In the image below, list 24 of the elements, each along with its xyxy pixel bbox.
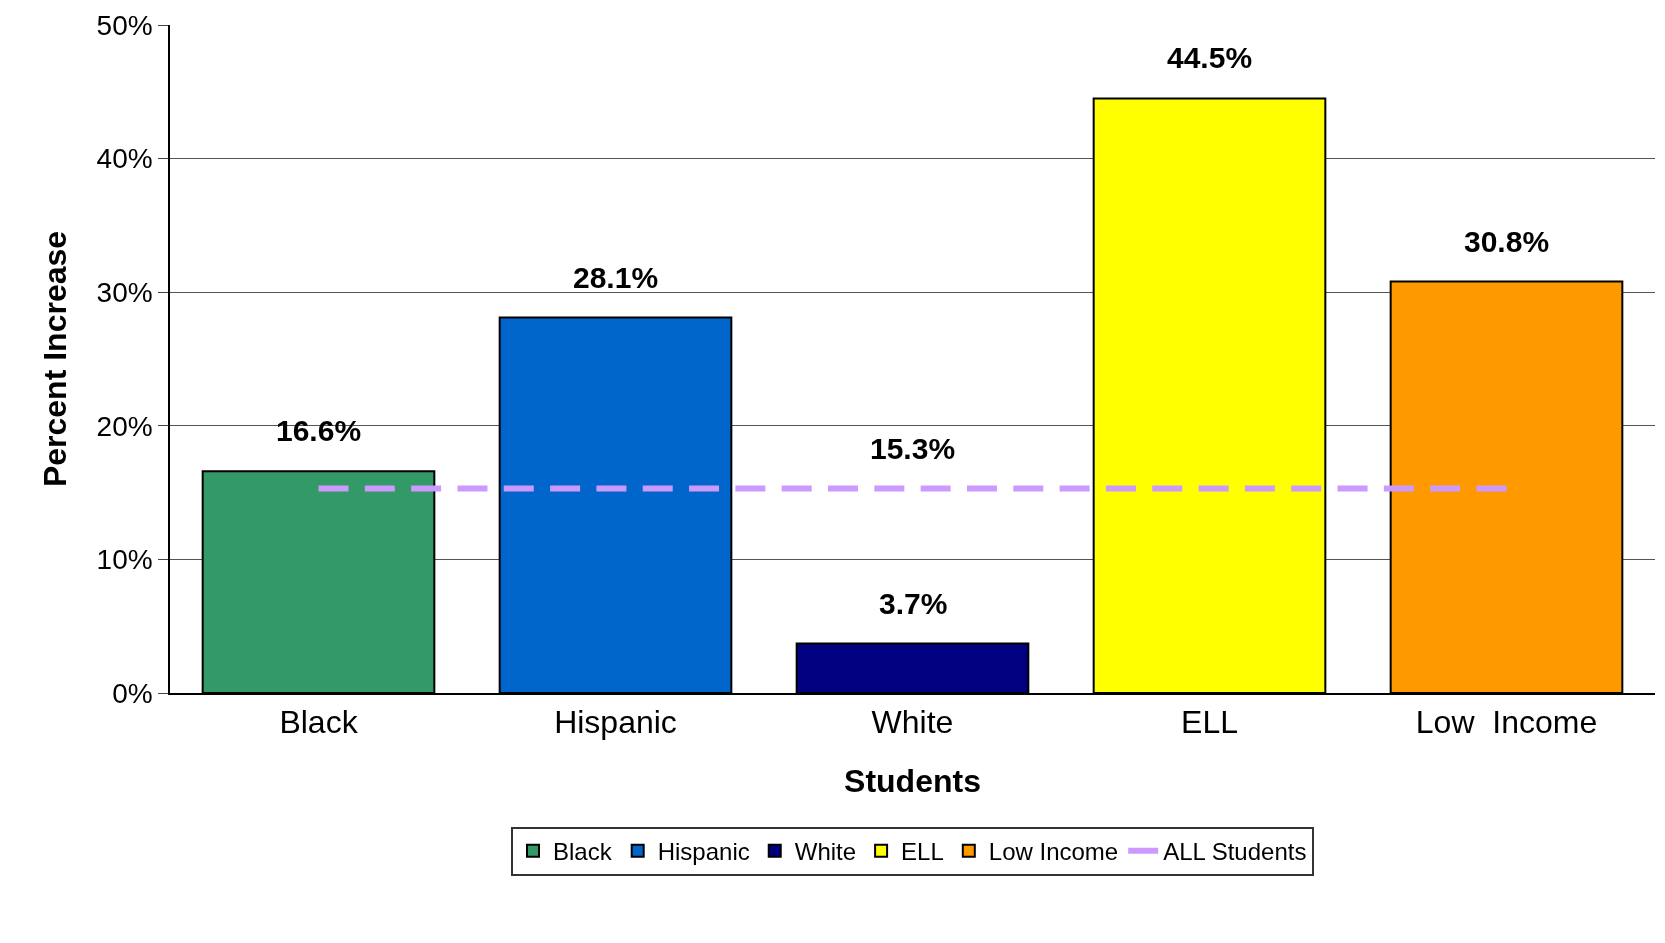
legend-label: Low Income <box>988 838 1119 866</box>
x-tick-label: Black <box>279 704 359 741</box>
y-tick-label: 40% <box>96 143 153 175</box>
y-axis-title: Percent Increase <box>37 230 74 488</box>
x-tick-label: Low Income <box>1415 704 1598 741</box>
x-tick-label: White <box>871 704 954 741</box>
y-tick-label: 20% <box>96 410 153 442</box>
y-tick-label: 50% <box>96 9 153 41</box>
x-axis-title: Students <box>844 762 981 799</box>
y-tick-label: 0% <box>112 677 153 709</box>
data-label: 28.1% <box>573 261 659 294</box>
legend-label: ALL Students <box>1163 838 1307 866</box>
legend-label: Black <box>553 838 613 866</box>
data-label: 30.8% <box>1464 225 1550 258</box>
legend-label: White <box>794 838 857 866</box>
data-label: 44.5% <box>1167 41 1253 74</box>
x-tick-label: Hispanic <box>554 704 677 741</box>
data-label: 3.7% <box>879 587 948 620</box>
y-tick-label: 30% <box>96 277 153 308</box>
y-tick-label: 10% <box>96 544 153 576</box>
data-label: 15.3% <box>870 432 956 465</box>
x-tick-label: ELL <box>1181 704 1238 741</box>
legend-label: Hispanic <box>657 838 750 866</box>
legend-label: ELL <box>901 838 944 866</box>
